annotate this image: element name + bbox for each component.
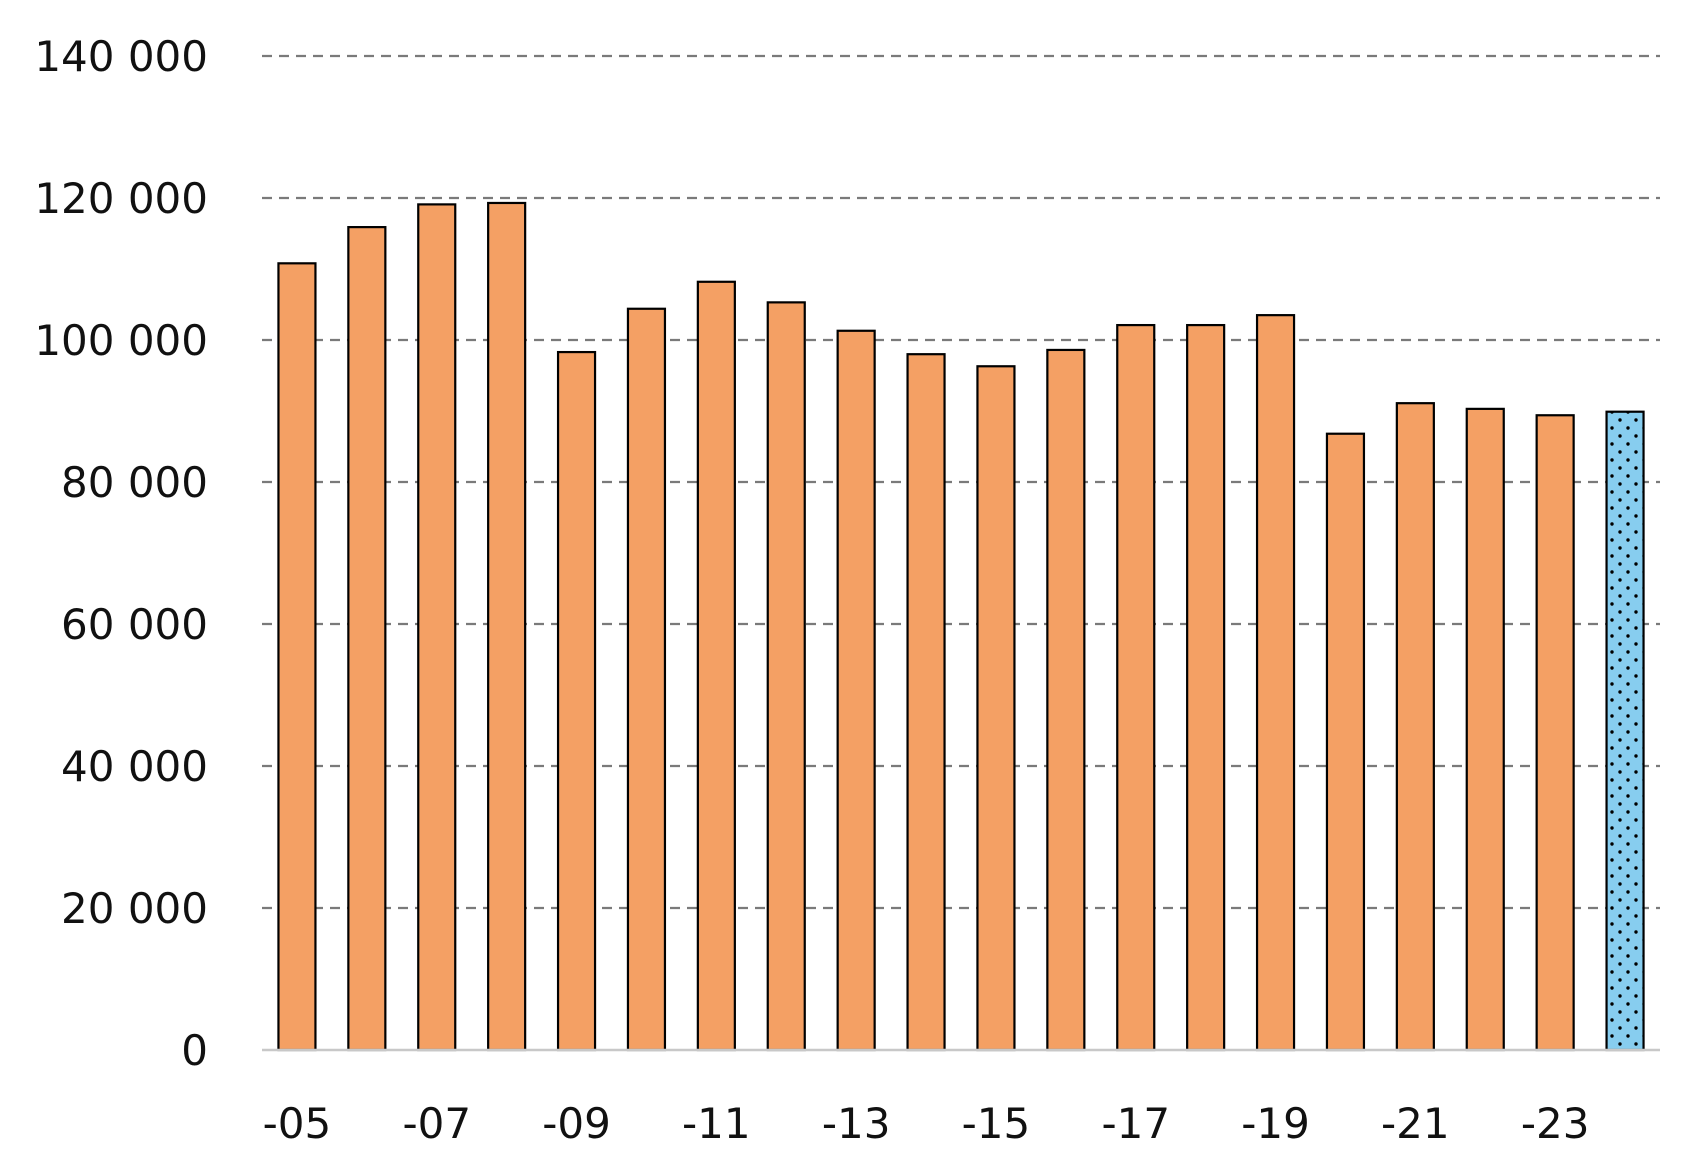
bar-highlighted [1605, 410, 1645, 1052]
bar [277, 262, 317, 1052]
x-tick-label: -21 [1381, 1099, 1450, 1148]
bar [487, 201, 527, 1052]
x-axis-tick-labels: -05 -07 -09 -11 -13 -15 -17 -19 -21 -23 [263, 1099, 1590, 1148]
gridlines [262, 54, 1660, 910]
x-tick-label: -05 [263, 1099, 332, 1148]
bar [1325, 432, 1366, 1052]
x-tick-label: -17 [1101, 1099, 1170, 1148]
bar [976, 365, 1016, 1052]
bar [906, 353, 946, 1052]
y-axis-tick-labels: 0 20 000 40 000 60 000 80 000 100 000 120 000 1… [34, 32, 208, 1075]
bar [1116, 323, 1156, 1052]
bar [347, 226, 387, 1052]
bar [1255, 314, 1296, 1052]
bar [836, 329, 876, 1052]
x-tick-label: -11 [682, 1099, 751, 1148]
y-tick-label: 120 000 [34, 174, 208, 223]
y-tick-label: 60 000 [61, 600, 208, 649]
x-tick-label: -23 [1521, 1099, 1590, 1148]
x-tick-label: -07 [402, 1099, 471, 1148]
bar [1535, 414, 1575, 1052]
bar [1395, 402, 1435, 1052]
bar [1465, 407, 1505, 1052]
bar [626, 307, 667, 1052]
x-tick-label: -15 [962, 1099, 1031, 1148]
bar [1046, 348, 1086, 1052]
bar [766, 301, 806, 1052]
y-tick-label: 0 [181, 1026, 208, 1075]
bar [696, 280, 736, 1052]
bar [556, 350, 597, 1052]
x-tick-label: -19 [1241, 1099, 1310, 1148]
x-tick-label: -09 [542, 1099, 611, 1148]
bars [277, 201, 1645, 1052]
y-tick-label: 40 000 [61, 742, 208, 791]
bar [417, 203, 457, 1052]
y-tick-label: 140 000 [34, 32, 208, 81]
bar [1186, 323, 1226, 1052]
y-tick-label: 20 000 [61, 884, 208, 933]
x-tick-label: -13 [822, 1099, 891, 1148]
y-tick-label: 100 000 [34, 316, 208, 365]
y-tick-label: 80 000 [61, 458, 208, 507]
